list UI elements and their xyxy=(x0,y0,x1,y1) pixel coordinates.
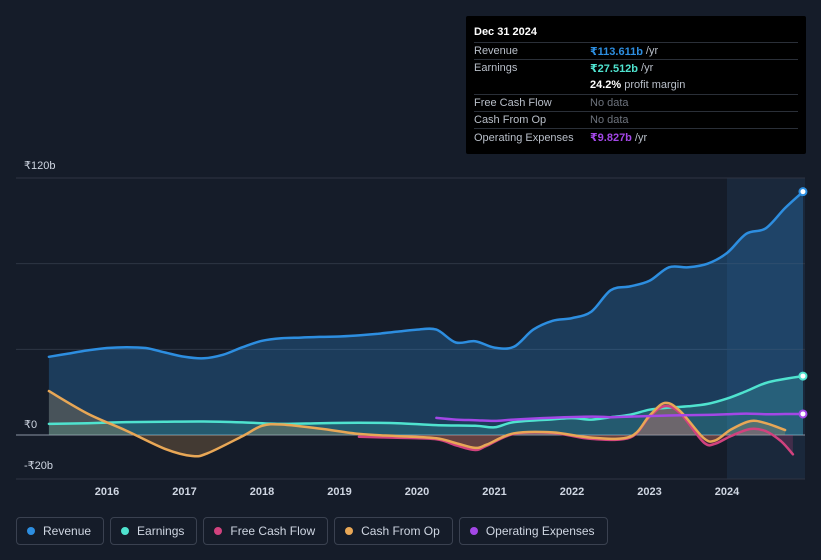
x-tick-label: 2021 xyxy=(482,486,506,498)
line-earnings xyxy=(47,374,805,429)
x-tick-label: 2023 xyxy=(637,486,661,498)
legend-dot-icon xyxy=(121,527,130,535)
end-marker-revenue xyxy=(798,187,808,197)
legend-dot-icon xyxy=(27,527,35,535)
end-marker-operating-expenses xyxy=(798,409,808,419)
tooltip-date: Dec 31 2024 xyxy=(474,26,537,38)
tooltip-row-revenue: Revenue ₹113.611b /yr xyxy=(474,42,798,59)
tooltip-row-profit-margin: 24.2% profit margin xyxy=(474,77,798,94)
x-tick-label: 2018 xyxy=(250,486,274,498)
line-cash-from-op xyxy=(47,389,787,458)
tooltip-label: Operating Expenses xyxy=(474,131,574,144)
legend-item-operating-expenses[interactable]: Operating Expenses xyxy=(458,517,608,545)
y-tick-label: ₹120b xyxy=(24,160,55,172)
tooltip-suffix: profit margin xyxy=(624,79,686,92)
x-tick-label: 2019 xyxy=(327,486,351,498)
line-operating-expenses xyxy=(435,412,805,423)
legend-item-earnings[interactable]: Earnings xyxy=(110,517,198,545)
x-tick-label: 2020 xyxy=(405,486,429,498)
tooltip-label: Cash From Op xyxy=(474,114,547,127)
area-revenue xyxy=(48,191,803,435)
line-revenue xyxy=(47,190,805,360)
tooltip-row-free-cash-flow: Free Cash Flow No data xyxy=(474,93,798,111)
legend-label: Earnings xyxy=(137,524,185,538)
legend-label: Revenue xyxy=(43,524,92,538)
chart-legend: Revenue Earnings Free Cash Flow Cash Fro… xyxy=(16,517,608,545)
tooltip-label: Earnings xyxy=(474,62,518,75)
legend-dot-icon xyxy=(214,527,223,535)
legend-label: Operating Expenses xyxy=(485,524,595,538)
x-tick-label: 2022 xyxy=(560,486,584,498)
legend-label: Cash From Op xyxy=(361,524,440,538)
area-earnings xyxy=(48,376,803,435)
legend-dot-icon xyxy=(469,527,478,535)
legend-item-free-cash-flow[interactable]: Free Cash Flow xyxy=(203,517,329,545)
tooltip-suffix: /yr xyxy=(641,62,654,75)
legend-item-cash-from-op[interactable]: Cash From Op xyxy=(334,517,453,545)
tooltip-value: No data xyxy=(590,114,629,127)
tooltip-row-operating-expenses: Operating Expenses ₹9.827b /yr xyxy=(474,128,798,145)
x-tick-label: 2024 xyxy=(715,486,740,498)
tooltip-label: Revenue xyxy=(474,45,519,58)
tooltip-suffix: /yr xyxy=(645,45,659,58)
tooltip-label: Free Cash Flow xyxy=(474,97,552,110)
tooltip-value: No data xyxy=(590,97,629,110)
x-tick-label: 2017 xyxy=(172,486,196,498)
y-tick-label: ₹0 xyxy=(24,419,37,431)
tooltip-value: 24.2% xyxy=(590,79,622,92)
data-tooltip: Dec 31 2024 Revenue ₹113.611b /yr Earnin… xyxy=(466,16,806,154)
y-tick-label: -₹20b xyxy=(24,460,53,472)
tooltip-suffix: /yr xyxy=(634,131,648,144)
tooltip-value: ₹113.611b xyxy=(590,45,643,58)
legend-item-revenue[interactable]: Revenue xyxy=(16,517,105,545)
tooltip-value: ₹27.512b xyxy=(590,62,639,75)
tooltip-value: ₹9.827b xyxy=(590,132,632,145)
tooltip-row-earnings: Earnings ₹27.512b /yr xyxy=(474,59,798,76)
end-marker-earnings xyxy=(798,371,808,381)
tooltip-row-cash-from-op: Cash From Op No data xyxy=(474,111,798,128)
legend-label: Free Cash Flow xyxy=(230,524,316,538)
x-tick-label: 2016 xyxy=(95,486,119,498)
legend-dot-icon xyxy=(345,527,354,535)
